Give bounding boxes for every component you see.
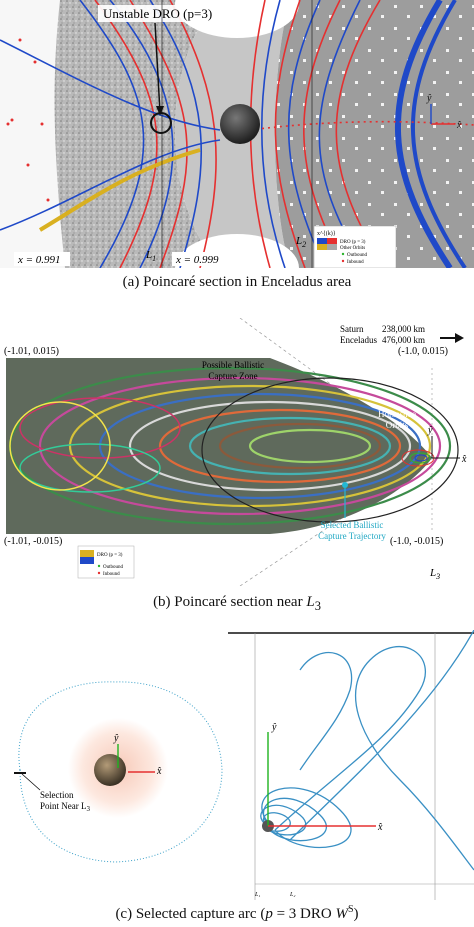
saturn-distance: 238,000 km (382, 324, 425, 334)
legend-header: x^{(k)} (317, 230, 336, 237)
horseshoe-label-2: Orbits (386, 420, 409, 430)
trajectory-curves (0, 0, 474, 268)
l2-label: L₂ (289, 892, 295, 898)
corner-bottom-left: (-1.01, -0.015) (4, 536, 62, 547)
panel-c-figure: ŷ x̂ Selection Point Near L3 ŷ x̂ L₁ L₂ (14, 630, 474, 900)
x-axis-label: x̂ (461, 454, 467, 465)
corner-top-left: (-1.01, 0.015) (4, 346, 59, 357)
caption-c: (c) Selected capture arc (p = 3 DRO WS) (115, 904, 359, 922)
legend-item-0: DRO (p = 3) (340, 240, 366, 245)
callout-box (98, 5, 228, 22)
panel-b-figure: (-1.01, 0.015) (-1.0, 0.015) (-1.01, -0.… (4, 318, 467, 586)
caption-a: (a) Poincaré section in Enceladus area (122, 274, 352, 290)
selected-trajectory-marker (342, 482, 348, 488)
x-right-box (172, 252, 228, 266)
callout-label: Unstable DRO (p=3) (103, 6, 212, 21)
panel-a-poincare-enceladus: Unstable DRO (p=3) x = 0.991 x = 0.999 L… (0, 0, 474, 268)
x-axis-label-left: x̂ (156, 766, 162, 777)
legend: x^{(k)} DRO (p = 3) Other Orbits Outboun… (313, 225, 397, 268)
noise-region (54, 0, 220, 268)
horseshoe-label-1: Horseshoe (378, 409, 416, 419)
selected-label-2: Capture Trajectory (318, 531, 386, 541)
enceladus-label: Enceladus (340, 335, 377, 345)
l1-label: L₁ (254, 892, 260, 898)
selected-label-1: Selected Ballistic (321, 520, 384, 530)
saturn-label: Saturn (340, 324, 364, 334)
selection-label-2: Point Near L3 (40, 801, 91, 813)
dro-marker-circle (150, 112, 172, 134)
y-axis-label-right: ŷ (271, 722, 277, 733)
panel-c-capture-arc: ŷ x̂ Selection Point Near L3 ŷ x̂ L₁ L₂ (0, 630, 474, 900)
x-axis-label-right: x̂ (377, 822, 383, 833)
legend-item-3: Inbound (347, 260, 364, 265)
legend-item-1: Other Orbits (340, 246, 365, 251)
y-axis-label: ŷ (426, 93, 432, 104)
callout-arrow (154, 22, 161, 113)
y-axis-label: ŷ (427, 425, 433, 436)
legend-item-2: Inbound (103, 572, 120, 577)
selection-leader (21, 773, 41, 791)
corner-top-right: (-1.0, 0.015) (398, 346, 448, 357)
y-axis-label-left: ŷ (113, 733, 119, 744)
corner-bottom-right: (-1.0, -0.015) (390, 536, 443, 547)
legend-item-2: Outbound (347, 253, 368, 258)
selection-label-1: Selection (40, 790, 74, 800)
legend-item-1: Outbound (103, 565, 124, 570)
enceladus-distance: 476,000 km (382, 335, 425, 345)
l1-label: L1 (145, 249, 156, 263)
enceladus-body (220, 104, 260, 144)
capture-trajectory (260, 630, 474, 871)
capture-zone-label-2: Capture Zone (208, 371, 257, 381)
panel-a-figure: Unstable DRO (p=3) x = 0.991 x = 0.999 L… (0, 0, 474, 268)
enceladus-body (94, 754, 126, 786)
capture-zone-label-1: Possible Ballistic (202, 360, 264, 370)
legend-item-0: DRO (p = 3) (97, 553, 123, 558)
capture-boundary-dotted (18, 681, 223, 863)
x-right-label: x = 0.999 (175, 254, 219, 266)
l3-label: L3 (429, 567, 440, 581)
l2-label: L2 (295, 235, 306, 249)
caption-b: (b) Poincaré section near L3 (153, 594, 321, 613)
legend: DRO (p = 3) Outbound Inbound (77, 545, 135, 579)
x-left-label: x = 0.991 (17, 254, 61, 266)
capture-zone-boundary (201, 377, 459, 523)
direction-arrowhead (455, 333, 464, 343)
x-axis-label: x̂ (456, 120, 462, 131)
panel-b-poincare-l3: (-1.01, 0.015) (-1.0, 0.015) (-1.01, -0.… (0, 318, 474, 586)
orbit-bands (8, 366, 452, 526)
x-left-box (14, 252, 70, 266)
outbound-points (6, 38, 50, 202)
